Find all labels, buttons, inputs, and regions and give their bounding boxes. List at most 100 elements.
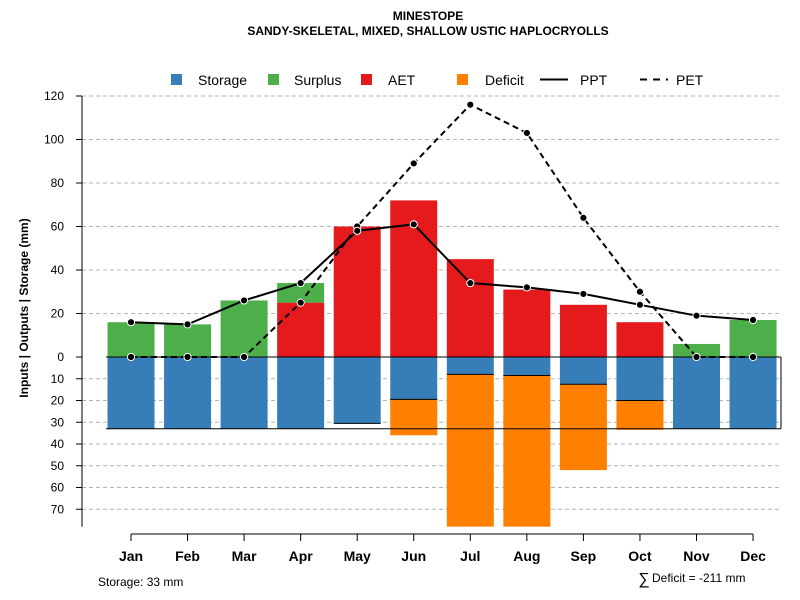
x-tick-label-nov: Nov xyxy=(683,548,710,564)
bar-layer xyxy=(106,200,782,527)
legend-label-deficit: Deficit xyxy=(485,72,524,88)
bar-storage-feb xyxy=(164,357,212,429)
legend-label-aet: AET xyxy=(388,72,416,88)
bar-storage-jul xyxy=(446,357,494,375)
bar-surplus-feb xyxy=(164,324,212,357)
bar-storage-jan xyxy=(107,357,155,429)
x-tick-label-dec: Dec xyxy=(740,548,766,564)
point-ppt-jul xyxy=(466,278,475,288)
x-tick-label-oct: Oct xyxy=(628,548,652,564)
bar-deficit-sep xyxy=(559,384,607,471)
bar-storage-oct xyxy=(616,357,664,401)
x-tick-label-feb: Feb xyxy=(175,548,200,564)
x-tick-label-aug: Aug xyxy=(513,548,540,564)
point-ppt-jan xyxy=(126,318,136,327)
line-ppt xyxy=(130,223,754,326)
bar-storage-nov xyxy=(673,357,720,429)
point-ppt-dec xyxy=(748,315,758,325)
footer-storage: Storage: 33 mm xyxy=(98,575,183,589)
x-tick-label-mar: Mar xyxy=(232,548,257,564)
y-tick-label-neg-20: 20 xyxy=(51,394,65,408)
bar-deficit-oct xyxy=(616,400,664,430)
y-tick-label-60: 60 xyxy=(51,220,65,234)
legend-label-pet: PET xyxy=(676,72,704,88)
point-ppt-mar xyxy=(240,296,249,305)
point-pet-feb xyxy=(183,352,192,362)
bar-deficit-jul xyxy=(446,374,494,527)
line-layer xyxy=(126,100,758,362)
bar-aet-oct xyxy=(616,322,664,357)
point-ppt-may xyxy=(353,226,362,235)
y-tick-label-100: 100 xyxy=(44,133,64,147)
legend-swatch-deficit xyxy=(457,74,468,85)
y-axis-label: Inputs | Outputs | Storage (mm) xyxy=(17,218,31,397)
bar-storage-apr xyxy=(277,357,325,429)
bar-storage-jun xyxy=(390,357,438,400)
bar-aet-aug xyxy=(503,289,551,357)
point-pet-nov xyxy=(692,352,701,362)
point-pet-apr xyxy=(296,298,305,307)
point-ppt-oct xyxy=(635,300,645,309)
footer-deficit: Deficit = -211 mm xyxy=(652,571,745,585)
y-tick-label-0: 0 xyxy=(57,350,64,364)
bar-surplus-jan xyxy=(107,322,155,357)
point-ppt-nov xyxy=(692,311,701,320)
y-tick-label-80: 80 xyxy=(51,176,65,190)
bar-surplus-nov xyxy=(673,343,720,357)
bar-storage-sep xyxy=(559,357,607,385)
x-tick-label-jan: Jan xyxy=(119,548,143,564)
bar-aet-jul xyxy=(446,259,494,357)
legend-label-storage: Storage xyxy=(198,72,247,88)
point-pet-oct xyxy=(635,287,645,296)
gridlines xyxy=(82,95,781,510)
point-ppt-jun xyxy=(409,220,418,229)
point-ppt-feb xyxy=(183,320,192,329)
legend-swatch-storage xyxy=(171,74,182,85)
bar-storage-may xyxy=(333,357,381,424)
bar-storage-dec xyxy=(729,357,777,429)
y-tick-label-neg-30: 30 xyxy=(51,415,65,429)
x-tick-label-sep: Sep xyxy=(571,548,597,564)
bar-aet-apr xyxy=(277,302,325,357)
point-pet-sep xyxy=(579,213,588,222)
axes: 0 20 40 60 80 100 120 10 20 30 40 50 60 70 Jan Feb Mar Ap… xyxy=(44,89,766,564)
point-ppt-apr xyxy=(296,278,305,288)
x-tick-label-jun: Jun xyxy=(401,548,426,564)
chart-title: MINESTOPE xyxy=(393,9,463,23)
y-tick-label-neg-40: 40 xyxy=(51,437,65,451)
point-pet-jan xyxy=(126,352,136,362)
point-pet-jun xyxy=(409,159,418,168)
bar-storage-mar xyxy=(220,357,268,429)
x-tick-label-jul: Jul xyxy=(460,548,480,564)
y-tick-label-neg-70: 70 xyxy=(51,502,65,516)
y-tick-label-40: 40 xyxy=(51,263,65,277)
x-tick-label-may: May xyxy=(344,548,371,564)
point-pet-aug xyxy=(522,128,531,138)
legend-label-surplus: Surplus xyxy=(294,72,341,88)
bar-surplus-dec xyxy=(729,320,777,357)
y-tick-label-20: 20 xyxy=(51,307,65,321)
bar-deficit-jun xyxy=(390,399,438,436)
point-pet-mar xyxy=(240,352,249,362)
footer-deficit-symbol: ∑ xyxy=(638,571,649,588)
y-tick-label-neg-60: 60 xyxy=(51,481,65,495)
x-tick-label-apr: Apr xyxy=(289,548,314,564)
point-pet-dec xyxy=(748,352,758,362)
point-pet-jul xyxy=(466,100,475,109)
bar-aet-may xyxy=(333,226,381,357)
legend: Storage Surplus AET Deficit PPT PET xyxy=(171,72,704,88)
bar-aet-sep xyxy=(559,304,607,357)
y-tick-label-neg-10: 10 xyxy=(51,372,65,386)
y-tick-label-neg-50: 50 xyxy=(51,459,65,473)
bar-storage-aug xyxy=(503,357,551,376)
chart-subtitle: SANDY-SKELETAL, MIXED, SHALLOW USTIC HAP… xyxy=(247,24,608,38)
legend-swatch-surplus xyxy=(268,74,279,85)
legend-label-ppt: PPT xyxy=(580,72,608,88)
y-tick-label-120: 120 xyxy=(44,89,64,103)
bar-deficit-aug xyxy=(503,375,551,527)
bar-surplus-mar xyxy=(220,300,268,357)
point-ppt-sep xyxy=(579,289,588,299)
line-pet xyxy=(131,103,754,358)
legend-swatch-aet xyxy=(361,74,372,85)
